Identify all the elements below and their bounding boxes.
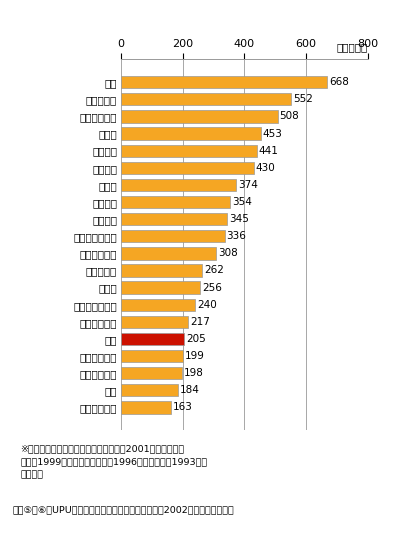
Text: 453: 453 xyxy=(263,129,282,139)
Bar xyxy=(121,281,200,294)
Text: 308: 308 xyxy=(218,249,238,258)
Text: 430: 430 xyxy=(255,163,275,173)
Bar xyxy=(121,213,227,225)
Text: 163: 163 xyxy=(173,402,193,412)
Bar xyxy=(121,332,184,345)
Text: ※　フランス、スイス及び南アフリカは2001年、ベルギー: ※ フランス、スイス及び南アフリカは2001年、ベルギー xyxy=(20,444,184,453)
Text: 198: 198 xyxy=(184,368,204,378)
Text: は1999年、スウェーデンは1996年、カナダは1993年の: は1999年、スウェーデンは1996年、カナダは1993年の xyxy=(20,457,207,466)
Bar xyxy=(121,179,236,191)
Bar xyxy=(121,299,195,311)
Text: （通・個）: （通・個） xyxy=(337,42,368,52)
Text: 205: 205 xyxy=(186,334,206,344)
Bar xyxy=(121,367,182,379)
Bar xyxy=(121,384,178,397)
Text: 199: 199 xyxy=(184,351,204,361)
Bar xyxy=(121,145,257,157)
Bar xyxy=(121,264,202,277)
Text: 374: 374 xyxy=(238,180,258,190)
Text: 336: 336 xyxy=(227,231,246,241)
Text: 441: 441 xyxy=(259,146,279,155)
Text: 508: 508 xyxy=(280,111,299,122)
Text: 552: 552 xyxy=(293,94,313,104)
Text: 資料: 資料 xyxy=(20,471,43,480)
Bar xyxy=(121,230,225,243)
Bar xyxy=(121,161,254,174)
Text: 240: 240 xyxy=(197,300,217,310)
Bar xyxy=(121,401,171,414)
Bar xyxy=(121,247,216,259)
Text: 217: 217 xyxy=(190,317,210,327)
Text: 668: 668 xyxy=(329,77,349,87)
Bar xyxy=(121,110,278,123)
Text: 262: 262 xyxy=(204,265,224,275)
Text: 図表⑤、⑥　UPU（万国郵便連合）「郵便業務統計（2002年）」により作成: 図表⑤、⑥ UPU（万国郵便連合）「郵便業務統計（2002年）」により作成 xyxy=(12,506,234,515)
Bar xyxy=(121,93,291,105)
Text: 354: 354 xyxy=(232,197,252,207)
Bar xyxy=(121,350,183,362)
Text: 345: 345 xyxy=(229,214,249,224)
Text: 256: 256 xyxy=(202,282,222,293)
Bar xyxy=(121,76,327,88)
Bar xyxy=(121,128,261,140)
Bar xyxy=(121,196,230,208)
Text: 184: 184 xyxy=(180,385,200,395)
Bar xyxy=(121,316,188,328)
